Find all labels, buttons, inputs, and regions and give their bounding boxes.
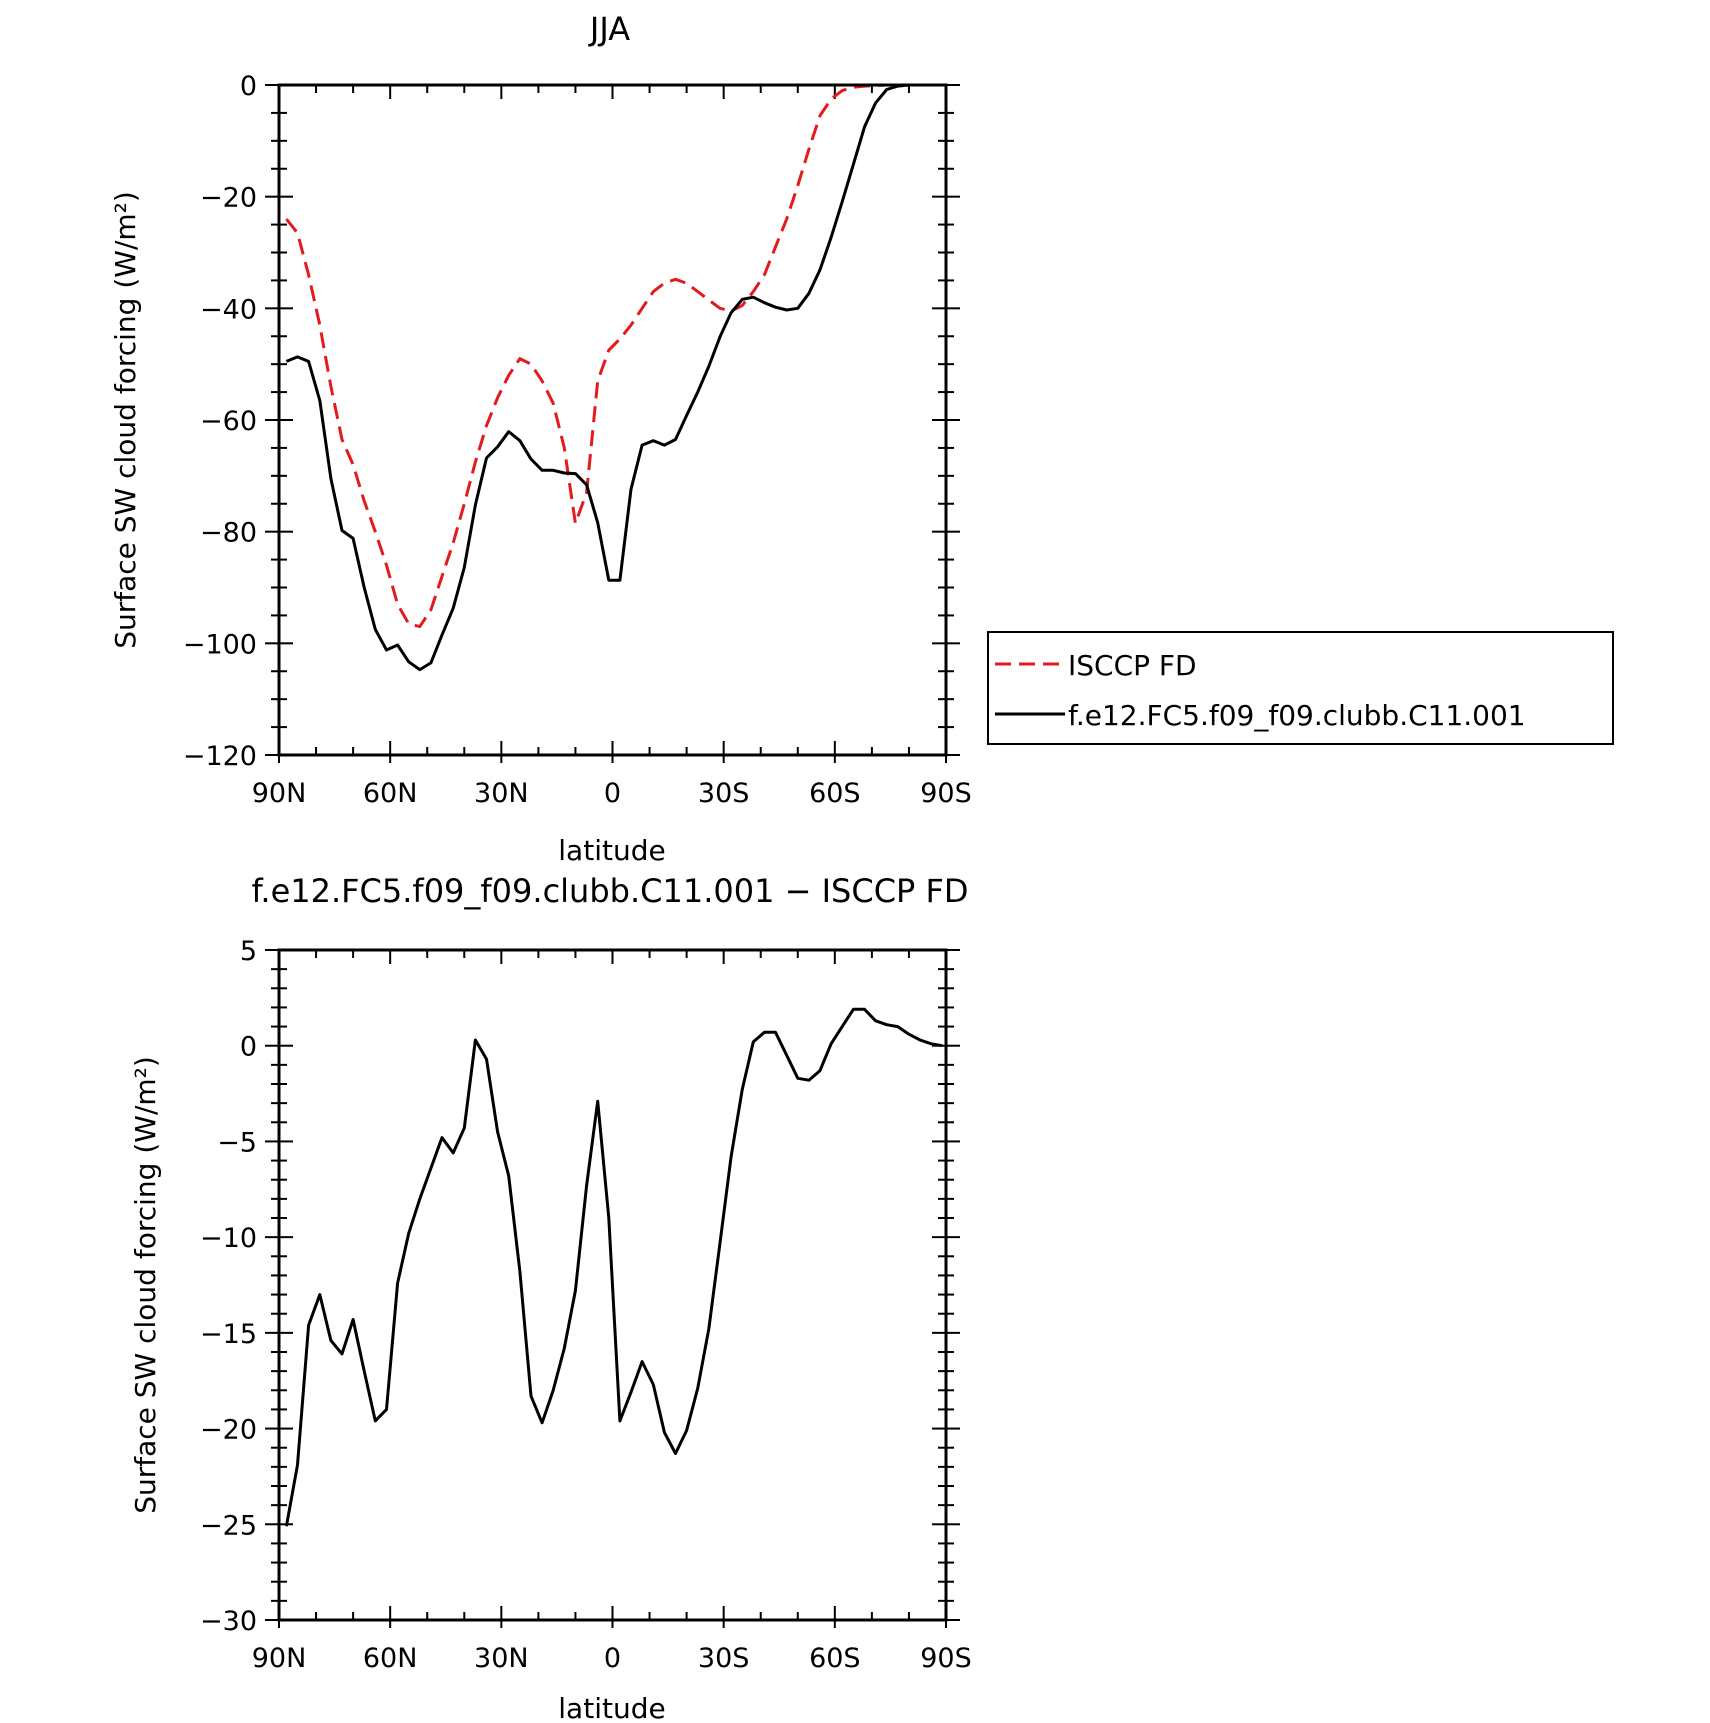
top-x-axis-label: latitude xyxy=(558,834,665,867)
x-tick-label: 90S xyxy=(920,778,972,809)
y-tick-label: 0 xyxy=(240,1032,257,1063)
legend-label-model: f.e12.FC5.f09_f09.clubb.C11.001 xyxy=(1068,699,1526,732)
top-y-axis-label: Surface SW cloud forcing (W/m²) xyxy=(109,191,142,649)
series-line-0 xyxy=(284,1007,943,1527)
y-tick-label: −40 xyxy=(200,294,257,325)
y-tick-label: −10 xyxy=(200,1223,257,1254)
legend-box xyxy=(987,631,1614,745)
y-tick-label: −60 xyxy=(200,406,257,437)
x-tick-label: 30S xyxy=(698,1643,750,1674)
x-tick-label: 30N xyxy=(474,778,529,809)
x-tick-label: 60S xyxy=(809,1643,861,1674)
top-plot-frame xyxy=(277,83,948,757)
top-panel: JJA 90N 60N 30N 0 30S 60S 90S 0 −20 −40 −60 −80 −100… xyxy=(109,10,1614,867)
y-tick-label: −80 xyxy=(200,518,257,549)
x-tick-label: 0 xyxy=(604,778,621,809)
y-tick-label: −20 xyxy=(200,1415,257,1446)
series-line-1 xyxy=(285,83,943,672)
y-tick-label: −120 xyxy=(183,741,257,772)
bottom-x-axis-label: latitude xyxy=(558,1692,665,1723)
x-tick-label: 90N xyxy=(252,778,307,809)
x-tick-label: 30N xyxy=(474,1643,529,1674)
bottom-chart-title: f.e12.FC5.f09_f09.clubb.C11.001 − ISCCP … xyxy=(251,872,968,910)
x-tick-label: 0 xyxy=(604,1643,621,1674)
top-axis-ticks: 90N 60N 30N 0 30S 60S 90S 0 −20 −40 −60 −80 −100 −120 xyxy=(183,71,972,809)
x-tick-label: 60N xyxy=(363,778,418,809)
bottom-y-axis-label: Surface SW cloud forcing (W/m²) xyxy=(129,1056,162,1514)
y-tick-label: −15 xyxy=(200,1319,257,1350)
bottom-panel: f.e12.FC5.f09_f09.clubb.C11.001 − ISCCP … xyxy=(129,872,972,1723)
top-data-lines xyxy=(285,83,943,672)
y-tick-label: −5 xyxy=(217,1127,257,1158)
x-tick-label: 90S xyxy=(920,1643,972,1674)
bottom-axis-ticks: 90N 60N 30N 0 30S 60S 90S 5 0 −5 −10 −15 −20 −25 −30 xyxy=(200,936,972,1674)
top-chart-title: JJA xyxy=(588,10,630,48)
bottom-data-lines xyxy=(284,1007,943,1527)
series-line-0 xyxy=(285,83,943,629)
x-tick-label: 60S xyxy=(809,778,861,809)
legend-label-isccp: ISCCP FD xyxy=(1068,649,1197,682)
x-tick-label: 30S xyxy=(698,778,750,809)
y-tick-label: −25 xyxy=(200,1510,257,1541)
bottom-plot-frame xyxy=(277,948,948,1622)
y-tick-label: 5 xyxy=(240,936,257,967)
y-tick-label: −20 xyxy=(200,183,257,214)
y-tick-label: −30 xyxy=(200,1606,257,1637)
legend: ISCCP FD f.e12.FC5.f09_f09.clubb.C11.001 xyxy=(987,631,1614,745)
x-tick-label: 60N xyxy=(363,1643,418,1674)
y-tick-label: −100 xyxy=(183,629,257,660)
x-tick-label: 90N xyxy=(252,1643,307,1674)
y-tick-label: 0 xyxy=(240,71,257,102)
